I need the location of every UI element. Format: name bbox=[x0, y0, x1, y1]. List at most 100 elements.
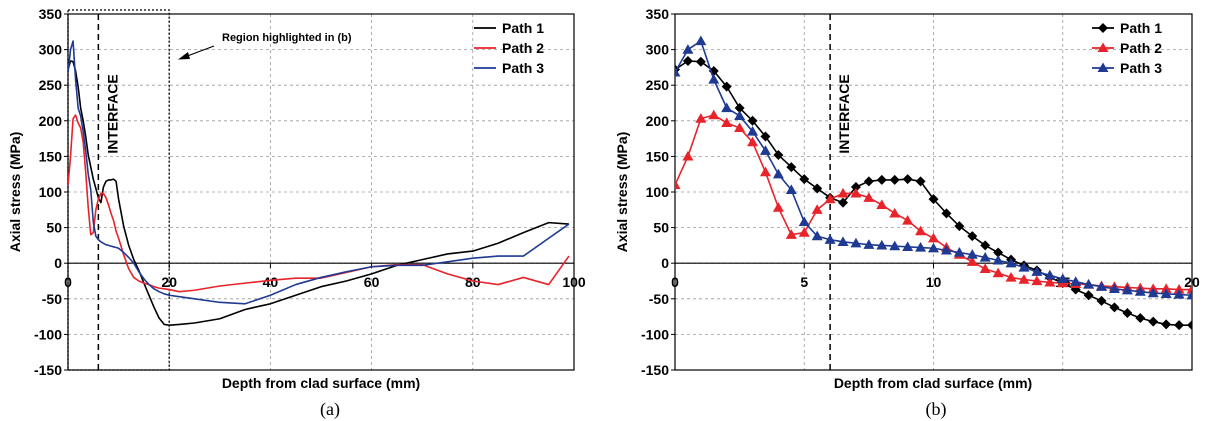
data-point bbox=[889, 207, 901, 218]
data-point bbox=[786, 162, 797, 173]
highlight-note: Region highlighted in (b) bbox=[222, 32, 352, 44]
series-line bbox=[68, 114, 570, 293]
y-tick-label: -50 bbox=[42, 291, 62, 307]
y-tick-label: -100 bbox=[34, 326, 62, 342]
y-tick-label: 200 bbox=[39, 113, 63, 129]
data-point bbox=[1057, 273, 1069, 283]
data-point bbox=[772, 202, 784, 212]
data-point bbox=[876, 174, 887, 185]
series-line bbox=[68, 60, 569, 326]
legend-marker bbox=[1097, 62, 1109, 72]
data-point bbox=[1096, 295, 1107, 306]
data-point bbox=[747, 136, 759, 147]
x-tick-label: 10 bbox=[926, 274, 942, 290]
data-point bbox=[721, 102, 733, 113]
y-tick-label: -50 bbox=[649, 291, 669, 307]
gridlines bbox=[67, 13, 575, 371]
data-point bbox=[889, 240, 901, 251]
data-point bbox=[954, 221, 965, 232]
data-point bbox=[850, 237, 862, 248]
data-point bbox=[760, 131, 771, 142]
data-point bbox=[1160, 283, 1172, 293]
data-point bbox=[1044, 276, 1056, 287]
data-point bbox=[798, 227, 810, 237]
data-point bbox=[811, 230, 823, 241]
data-point bbox=[1044, 269, 1056, 280]
data-point bbox=[695, 56, 706, 67]
data-point bbox=[837, 236, 849, 246]
data-point bbox=[675, 66, 681, 77]
highlight-region-box bbox=[67, 9, 170, 371]
data-point bbox=[1005, 257, 1017, 268]
series-2 bbox=[68, 114, 570, 293]
y-tick-label: 50 bbox=[653, 220, 669, 236]
data-point bbox=[1031, 275, 1043, 286]
data-point bbox=[863, 176, 874, 187]
data-point bbox=[1018, 261, 1030, 272]
data-point bbox=[812, 183, 823, 194]
data-point bbox=[1160, 288, 1172, 298]
legend-label: Path 1 bbox=[502, 20, 544, 36]
data-point bbox=[1161, 319, 1172, 330]
highlight-arrow-head bbox=[178, 52, 190, 60]
data-point bbox=[682, 150, 694, 161]
y-tick-label: 200 bbox=[646, 113, 670, 129]
interface-label: INTERFACE bbox=[836, 74, 852, 153]
y-axis-label: Axial stress (MPa) bbox=[614, 132, 630, 253]
data-point bbox=[747, 125, 759, 136]
data-point bbox=[915, 176, 926, 187]
y-tick-label: 250 bbox=[646, 77, 670, 93]
y-tick-label: -150 bbox=[641, 362, 669, 378]
legend: Path 1 Path 2 Path 3 bbox=[1092, 20, 1162, 76]
data-point bbox=[785, 229, 797, 239]
legend-label: Path 2 bbox=[1120, 40, 1162, 56]
data-point bbox=[863, 192, 875, 202]
y-tick-label: 0 bbox=[661, 255, 669, 271]
data-point bbox=[837, 187, 849, 198]
panel-b-caption: (b) bbox=[926, 399, 947, 420]
data-point bbox=[1134, 286, 1146, 296]
data-point bbox=[682, 55, 693, 66]
series-line bbox=[675, 40, 1192, 297]
data-point bbox=[928, 194, 939, 205]
data-point bbox=[759, 166, 771, 177]
data-point bbox=[1109, 302, 1120, 313]
series-3 bbox=[675, 35, 1192, 300]
data-point bbox=[1187, 320, 1192, 331]
data-point bbox=[785, 184, 797, 194]
data-point bbox=[1121, 284, 1133, 295]
data-point bbox=[979, 252, 991, 262]
data-point bbox=[734, 102, 745, 113]
data-point bbox=[759, 145, 771, 155]
data-point bbox=[695, 113, 707, 123]
legend-marker bbox=[1098, 23, 1108, 33]
data-point bbox=[1148, 316, 1159, 327]
data-point bbox=[721, 81, 732, 92]
data-point bbox=[992, 254, 1004, 265]
data-point bbox=[993, 247, 1004, 258]
data-point bbox=[1018, 274, 1030, 284]
data-point bbox=[953, 247, 965, 257]
y-tick-label: 350 bbox=[39, 6, 63, 22]
x-axis-label: Depth from clad surface (mm) bbox=[222, 375, 420, 391]
data-point bbox=[850, 182, 861, 193]
data-point bbox=[1135, 313, 1146, 324]
y-tick-label: 100 bbox=[646, 184, 670, 200]
data-point bbox=[1096, 281, 1108, 291]
data-point bbox=[1070, 276, 1082, 286]
x-tick-label: 0 bbox=[64, 274, 72, 290]
data-point bbox=[682, 44, 694, 54]
y-tick-label: 100 bbox=[39, 184, 63, 200]
data-point bbox=[811, 204, 823, 214]
legend-label: Path 2 bbox=[502, 40, 544, 56]
data-point bbox=[708, 109, 720, 120]
data-point bbox=[889, 174, 900, 185]
legend-marker bbox=[1097, 42, 1109, 52]
data-point bbox=[734, 110, 746, 120]
data-point bbox=[966, 249, 978, 259]
data-point bbox=[850, 187, 862, 198]
data-point bbox=[824, 234, 836, 244]
data-point bbox=[747, 115, 758, 126]
series-3 bbox=[68, 40, 570, 305]
